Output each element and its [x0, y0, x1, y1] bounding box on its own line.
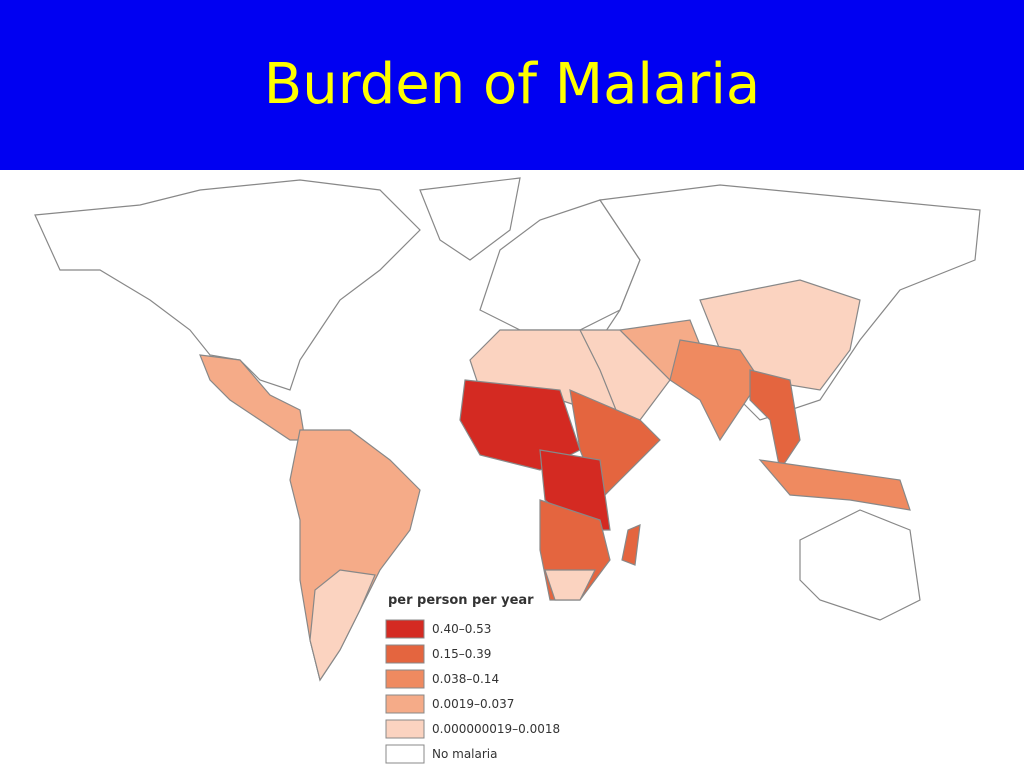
legend-label: 0.000000019–0.0018: [432, 722, 560, 736]
legend-swatch: [385, 644, 425, 664]
legend-label: 0.0019–0.037: [432, 697, 514, 711]
legend-label: 0.038–0.14: [432, 672, 499, 686]
legend-title: per person per year: [388, 593, 534, 608]
header-bar: [0, 0, 1024, 170]
legend-swatch: [385, 694, 425, 714]
world-map: [34, 177, 981, 682]
legend-swatch: [385, 744, 425, 764]
slide-title: Burden of Malaria: [263, 52, 761, 117]
legend-swatch: [385, 669, 425, 689]
legend-label: 0.15–0.39: [432, 647, 491, 661]
legend-swatch: [385, 619, 425, 639]
legend-label: No malaria: [432, 747, 497, 761]
legend-swatch: [385, 719, 425, 739]
legend-label: 0.40–0.53: [432, 622, 491, 636]
legend: per person per year 0.40–0.53 0.15–0.39 0.0…: [385, 593, 560, 764]
malaria-map: per person per year 0.40–0.53 0.15–0.39 0.0…: [34, 177, 981, 764]
